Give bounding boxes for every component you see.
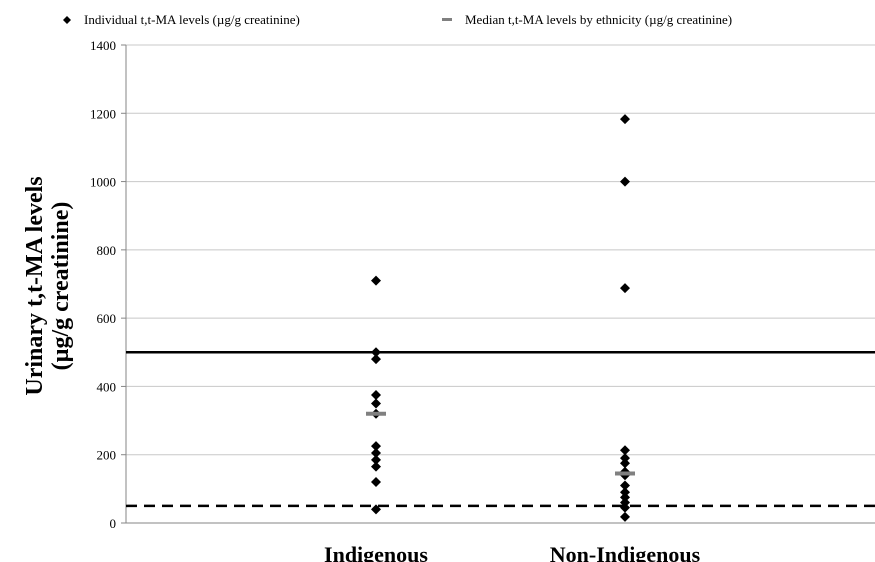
y-axis-ticks: 0 200 400 600 800 1000 1200 1400 (90, 38, 126, 531)
data-point (620, 502, 630, 513)
x-category-label: Non-Indigenous (550, 542, 701, 562)
y-axis-label-line-2: (µg/g creatinine) (48, 202, 74, 371)
x-category-label: Indigenous (324, 542, 428, 562)
legend-item-median: Median t,t-MA levels by ethnicity (µg/g … (465, 12, 732, 27)
data-point (620, 492, 630, 503)
data-point (620, 487, 630, 498)
data-point (620, 445, 630, 456)
median-markers (366, 411, 635, 476)
data-point (620, 114, 630, 125)
data-point (371, 389, 381, 400)
data-point (620, 511, 630, 522)
data-point (620, 453, 630, 464)
data-point (620, 458, 630, 469)
y-tick-label: 400 (97, 379, 117, 394)
y-axis-label-line-1: Urinary t,t-MA levels (22, 176, 48, 395)
axes (125, 45, 875, 524)
y-tick-label: 1000 (90, 175, 116, 190)
data-point (620, 176, 630, 187)
data-point (371, 441, 381, 452)
y-axis-label: Urinary t,t-MA levels (µg/g creatinine) (22, 176, 74, 395)
data-point (371, 398, 381, 409)
data-point (371, 477, 381, 488)
data-point (371, 461, 381, 472)
y-tick-label: 200 (97, 448, 117, 463)
gridlines (126, 44, 875, 456)
data-point (620, 480, 630, 491)
data-point (371, 504, 381, 515)
x-axis-categories: Indigenous Non-Indigenous (324, 542, 701, 562)
reference-lines (126, 351, 875, 508)
data-point (371, 347, 381, 358)
data-point (620, 497, 630, 508)
y-tick-label: 600 (97, 311, 117, 326)
y-tick-label: 1400 (90, 38, 116, 53)
data-point (371, 448, 381, 459)
median-marker (366, 411, 386, 416)
legend-diamond-marker (63, 16, 71, 24)
legend-dash-marker (442, 18, 452, 21)
median-marker (615, 471, 635, 476)
y-tick-label: 1200 (90, 106, 116, 121)
data-point (371, 454, 381, 465)
legend-item-individual: Individual t,t-MA levels (µg/g creatinin… (84, 12, 300, 27)
data-point (620, 283, 630, 294)
data-point (371, 354, 381, 365)
legend: Individual t,t-MA levels (µg/g creatinin… (63, 12, 732, 27)
data-point (371, 275, 381, 286)
y-tick-label: 0 (110, 516, 117, 531)
y-tick-label: 800 (97, 243, 117, 258)
